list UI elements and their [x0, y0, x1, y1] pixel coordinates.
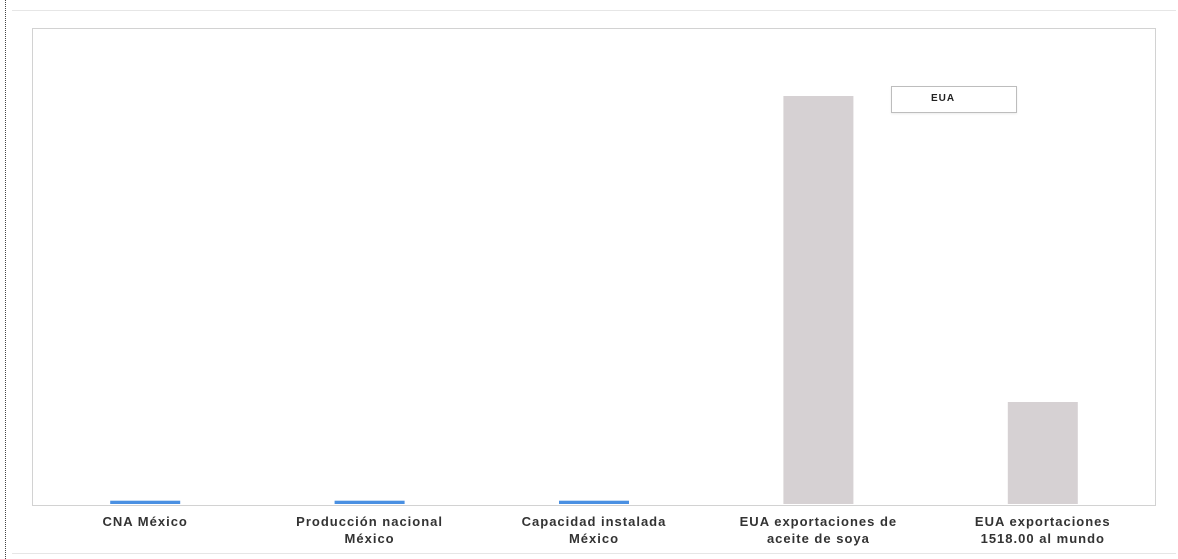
- bar-3[interactable]: [559, 500, 629, 504]
- x-tick-label-line: EUA exportaciones: [975, 514, 1111, 529]
- bar-1[interactable]: [110, 500, 181, 504]
- top-divider: [12, 10, 1176, 11]
- x-tick-label: Capacidad instalada México: [522, 514, 667, 546]
- x-tick-label-line: Capacidad instalada: [522, 514, 667, 529]
- x-tick-label-line: aceite de soya: [767, 531, 870, 546]
- bar-2[interactable]: [334, 500, 405, 504]
- x-tick-label-line: Producción nacional: [296, 514, 443, 529]
- x-tick-label: Producción nacional México: [296, 514, 443, 546]
- x-tick-label-line: México: [569, 531, 619, 546]
- x-tick-label-line: EUA exportaciones de: [740, 514, 898, 529]
- x-tick-label: CNA México: [103, 514, 188, 529]
- x-tick-label-line: 1518.00 al mundo: [981, 531, 1105, 546]
- x-tick-label-line: CNA México: [103, 514, 188, 529]
- x-tick-label: EUA exportaciones 1518.00 al mundo: [975, 514, 1111, 546]
- x-tick-label-line: México: [345, 531, 395, 546]
- left-dotted-border: [5, 0, 6, 559]
- bottom-divider: [12, 553, 1176, 554]
- legend-label: EUA: [931, 93, 956, 104]
- legend: EUA: [891, 86, 1017, 113]
- bar-4[interactable]: [783, 96, 854, 504]
- x-tick-label: EUA exportaciones de aceite de soya: [740, 514, 898, 546]
- bar-5[interactable]: [1007, 402, 1078, 504]
